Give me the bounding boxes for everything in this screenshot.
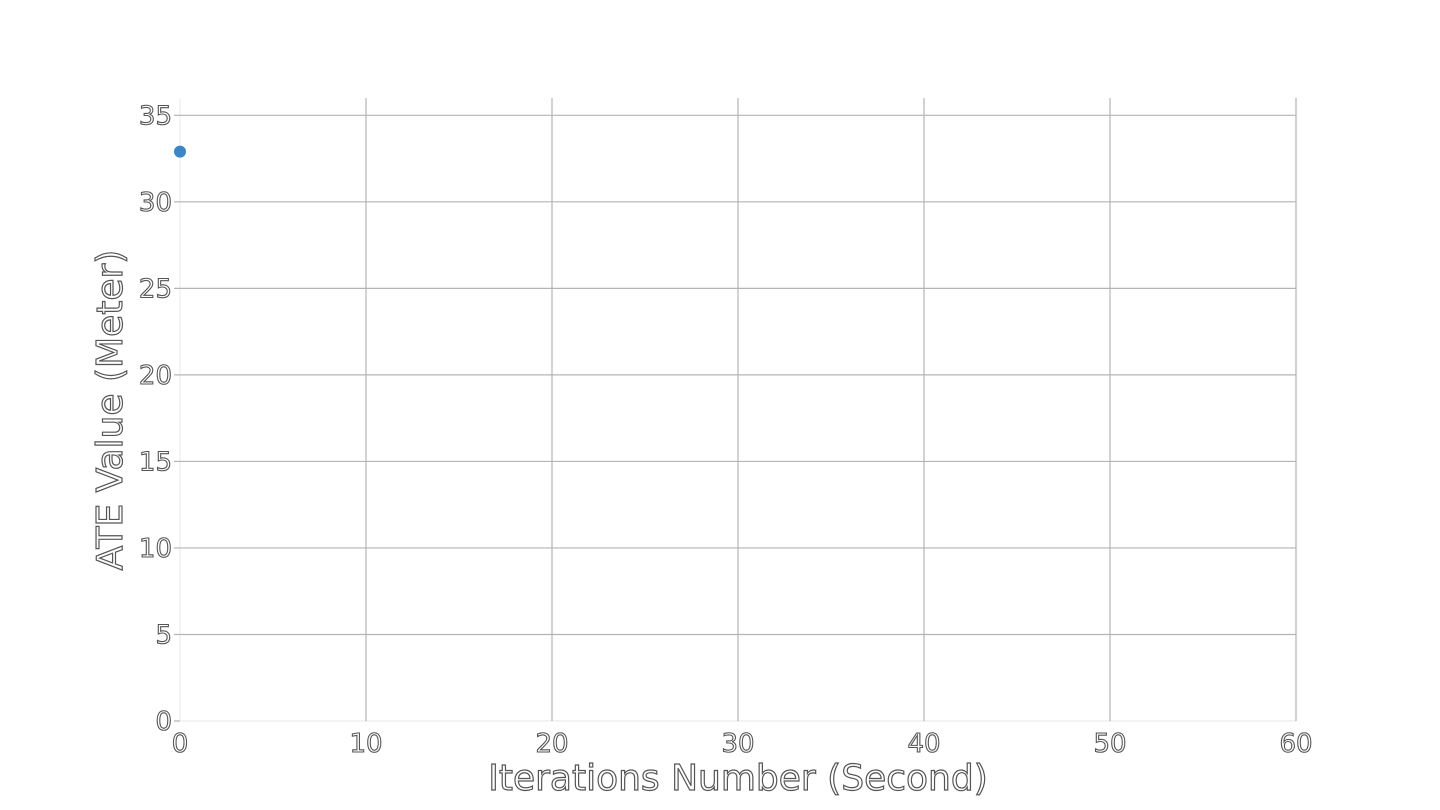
tick-labels: 0 5 10 15 20 25 30 35 0 10 20 30 40 50 60 xyxy=(138,101,1313,760)
x-tick-label: 20 xyxy=(535,729,568,759)
x-tick-label: 30 xyxy=(721,729,754,759)
y-tick-label: 30 xyxy=(139,188,172,218)
x-tick-label: 50 xyxy=(1093,729,1126,759)
data-points xyxy=(174,145,186,158)
y-tick-label: 25 xyxy=(139,274,172,304)
x-tick-label: 10 xyxy=(349,729,382,759)
x-axis-label: Iterations Number (Second) xyxy=(488,758,988,799)
data-point xyxy=(174,145,186,158)
y-tick-label: 0 xyxy=(155,707,172,737)
y-tick-label: 5 xyxy=(155,620,172,650)
y-tick-label: 10 xyxy=(139,534,172,564)
y-axis-label: ATE Value (Meter) xyxy=(90,250,131,571)
y-tick-label: 35 xyxy=(139,101,172,131)
grid xyxy=(174,98,1297,722)
x-tick-label: 60 xyxy=(1279,729,1312,759)
y-tick-label: 20 xyxy=(139,361,172,391)
x-tick-label: 40 xyxy=(907,729,940,759)
x-tick-label: 0 xyxy=(172,729,189,759)
y-tick-label: 15 xyxy=(139,447,172,477)
